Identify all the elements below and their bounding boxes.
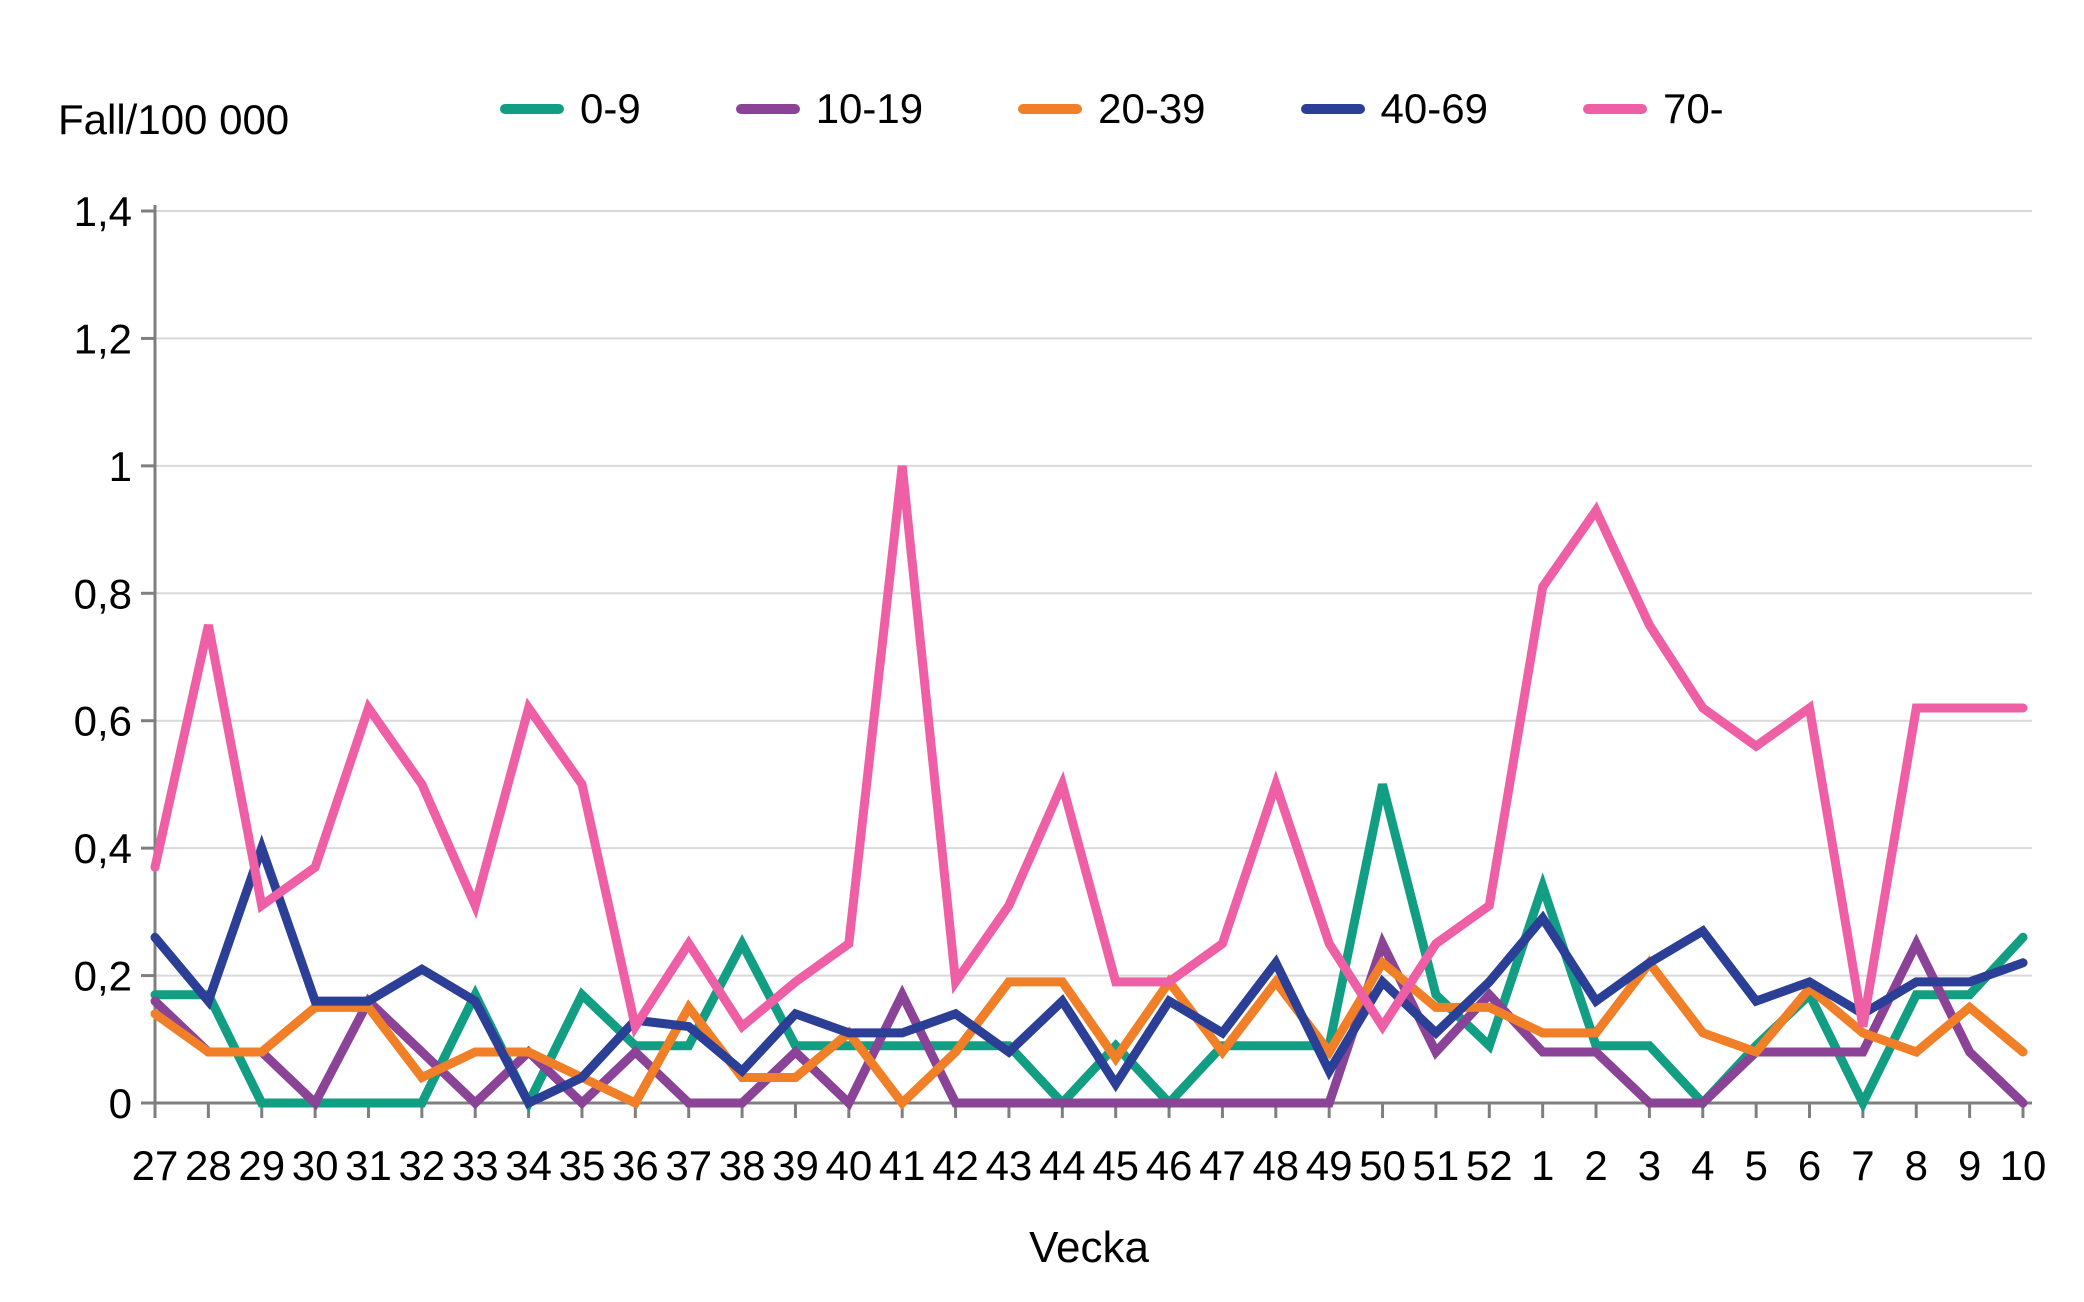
x-label-27: 27: [132, 1142, 179, 1189]
x-label-49: 49: [1306, 1142, 1353, 1189]
y-label-0,2: 0,2: [74, 953, 132, 1000]
x-label-40: 40: [825, 1142, 872, 1189]
legend-swatch-10-19: [735, 104, 800, 114]
x-label-9: 9: [1958, 1142, 1981, 1189]
y-label-1: 1: [109, 443, 132, 490]
x-label-37: 37: [665, 1142, 712, 1189]
x-label-4: 4: [1691, 1142, 1714, 1189]
x-label-42: 42: [932, 1142, 979, 1189]
legend-item-70-: 70-: [1582, 85, 1724, 132]
x-label-34: 34: [505, 1142, 552, 1189]
series-line-70-: [150, 465, 2028, 1039]
x-label-44: 44: [1039, 1142, 1086, 1189]
y-label-0,8: 0,8: [74, 570, 132, 617]
x-axis-labels: 27 28 29 30 31 32 33 34 35 36 37 38 39 40 41 42 43 44 45 46…: [132, 1142, 2047, 1189]
x-label-45: 45: [1092, 1142, 1139, 1189]
legend-swatch-40-69: [1300, 104, 1365, 114]
series-line-20-39: [150, 955, 2028, 1110]
x-label-39: 39: [772, 1142, 819, 1189]
legend-label-0-9: 0-9: [580, 85, 641, 132]
x-label-31: 31: [345, 1142, 392, 1189]
x-label-1: 1: [1531, 1142, 1554, 1189]
x-label-8: 8: [1905, 1142, 1928, 1189]
x-label-52: 52: [1466, 1142, 1513, 1189]
y-label-0: 0: [109, 1080, 132, 1127]
x-label-38: 38: [719, 1142, 766, 1189]
legend-swatch-0-9: [500, 104, 564, 114]
series-lines: [150, 465, 2028, 1114]
legend-label-40-69: 40-69: [1380, 85, 1488, 132]
legend-item-40-69: 40-69: [1300, 85, 1488, 132]
legend-swatch-70-: [1582, 104, 1647, 114]
x-label-51: 51: [1413, 1142, 1460, 1189]
y-axis-labels: 0 0,2 0,4 0,6 0,8 1 1,2 1,4: [74, 188, 132, 1127]
series-line-10-19: [150, 931, 2028, 1111]
x-label-29: 29: [238, 1142, 285, 1189]
x-label-41: 41: [879, 1142, 926, 1189]
legend-label-70-: 70-: [1662, 85, 1724, 132]
legend-item-10-19: 10-19: [735, 85, 924, 132]
x-label-46: 46: [1146, 1142, 1193, 1189]
y-label-1,2: 1,2: [74, 315, 132, 362]
x-label-2: 2: [1584, 1142, 1607, 1189]
x-label-32: 32: [398, 1142, 445, 1189]
x-label-30: 30: [292, 1142, 339, 1189]
x-label-10: 10: [2000, 1142, 2047, 1189]
x-label-5: 5: [1744, 1142, 1767, 1189]
x-axis-title: Vecka: [1029, 1223, 1149, 1272]
x-label-35: 35: [559, 1142, 606, 1189]
x-label-36: 36: [612, 1142, 659, 1189]
axes: [141, 205, 2032, 1118]
x-label-7: 7: [1851, 1142, 1874, 1189]
y-label-1,4: 1,4: [74, 188, 132, 235]
y-label-0,4: 0,4: [74, 825, 132, 872]
y-axis-title: Fall/100 000: [58, 96, 290, 143]
x-label-48: 48: [1252, 1142, 1299, 1189]
legend-label-20-39: 20-39: [1098, 85, 1206, 132]
x-label-43: 43: [986, 1142, 1033, 1189]
legend-item-0-9: 0-9: [500, 88, 641, 130]
series-line-0-9: [150, 783, 2028, 1114]
x-label-33: 33: [452, 1142, 499, 1189]
legend-item-20-39: 20-39: [1018, 85, 1206, 132]
gridlines: [155, 210, 2032, 977]
x-label-6: 6: [1798, 1142, 1821, 1189]
x-label-28: 28: [185, 1142, 232, 1189]
x-label-50: 50: [1359, 1142, 1406, 1189]
legend-swatch-20-39: [1018, 104, 1083, 114]
y-label-0,6: 0,6: [74, 698, 132, 745]
series-line-40-69: [150, 834, 2028, 1109]
x-label-47: 47: [1199, 1142, 1246, 1189]
x-label-3: 3: [1638, 1142, 1661, 1189]
legend: 0-9 10-19 20-39 40-69 70-: [500, 88, 1724, 130]
legend-label-10-19: 10-19: [815, 85, 924, 132]
